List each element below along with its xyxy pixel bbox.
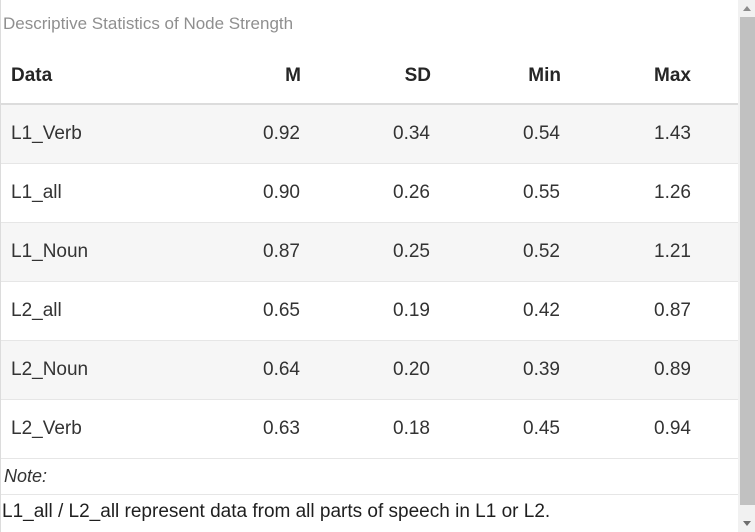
table-row: L2_Verb 0.63 0.18 0.45 0.94 bbox=[1, 399, 738, 459]
table-panel: Descriptive Statistics of Node Strength … bbox=[0, 0, 738, 532]
table-row: L1_Noun 0.87 0.25 0.52 1.21 bbox=[1, 222, 738, 282]
statistics-table: Data M SD Min Max L1_Verb 0.92 0.34 0.54… bbox=[1, 48, 738, 459]
cell-m: 0.90 bbox=[171, 163, 301, 223]
column-header-sd: SD bbox=[301, 48, 431, 105]
cell-m: 0.87 bbox=[171, 222, 301, 282]
cell-min: 0.52 bbox=[431, 222, 561, 282]
table-row: L1_Verb 0.92 0.34 0.54 1.43 bbox=[1, 104, 738, 164]
column-header-min: Min bbox=[431, 48, 561, 105]
column-header-m: M bbox=[171, 48, 301, 105]
cell-data: L1_all bbox=[1, 163, 171, 223]
table-caption: Descriptive Statistics of Node Strength bbox=[3, 14, 294, 33]
column-header-data: Data bbox=[1, 48, 171, 105]
scrollbar-thumb[interactable] bbox=[740, 17, 755, 505]
cell-max: 0.89 bbox=[561, 340, 738, 400]
cell-max: 1.43 bbox=[561, 104, 738, 164]
table-row: L2_all 0.65 0.19 0.42 0.87 bbox=[1, 281, 738, 341]
cell-data: L2_Verb bbox=[1, 399, 171, 459]
cell-m: 0.63 bbox=[171, 399, 301, 459]
cell-m: 0.92 bbox=[171, 104, 301, 164]
cell-max: 1.21 bbox=[561, 222, 738, 282]
cell-data: L1_Noun bbox=[1, 222, 171, 282]
cell-max: 0.87 bbox=[561, 281, 738, 341]
cell-data: L1_Verb bbox=[1, 104, 171, 164]
up-arrow-icon bbox=[742, 6, 751, 11]
cell-min: 0.45 bbox=[431, 399, 561, 459]
cell-min: 0.54 bbox=[431, 104, 561, 164]
cell-sd: 0.20 bbox=[301, 340, 431, 400]
cell-sd: 0.18 bbox=[301, 399, 431, 459]
cell-data: L2_all bbox=[1, 281, 171, 341]
column-header-max: Max bbox=[561, 48, 738, 105]
cell-max: 1.26 bbox=[561, 163, 738, 223]
cell-min: 0.55 bbox=[431, 163, 561, 223]
table-row: L1_all 0.90 0.26 0.55 1.26 bbox=[1, 163, 738, 223]
cell-m: 0.64 bbox=[171, 340, 301, 400]
cell-sd: 0.26 bbox=[301, 163, 431, 223]
cell-min: 0.39 bbox=[431, 340, 561, 400]
cell-sd: 0.25 bbox=[301, 222, 431, 282]
header-row: Data M SD Min Max bbox=[1, 48, 738, 105]
cell-sd: 0.34 bbox=[301, 104, 431, 164]
cell-sd: 0.19 bbox=[301, 281, 431, 341]
cell-min: 0.42 bbox=[431, 281, 561, 341]
cell-max: 0.94 bbox=[561, 399, 738, 459]
note-text: L1_all / L2_all represent data from all … bbox=[2, 501, 551, 522]
down-arrow-icon bbox=[742, 521, 751, 526]
cell-m: 0.65 bbox=[171, 281, 301, 341]
cell-data: L2_Noun bbox=[1, 340, 171, 400]
table-row: L2_Noun 0.64 0.20 0.39 0.89 bbox=[1, 340, 738, 400]
vertical-scrollbar[interactable] bbox=[738, 0, 755, 532]
scroll-down-button[interactable] bbox=[738, 515, 755, 532]
note-label: Note: bbox=[1, 459, 738, 495]
scroll-up-button[interactable] bbox=[738, 0, 755, 17]
